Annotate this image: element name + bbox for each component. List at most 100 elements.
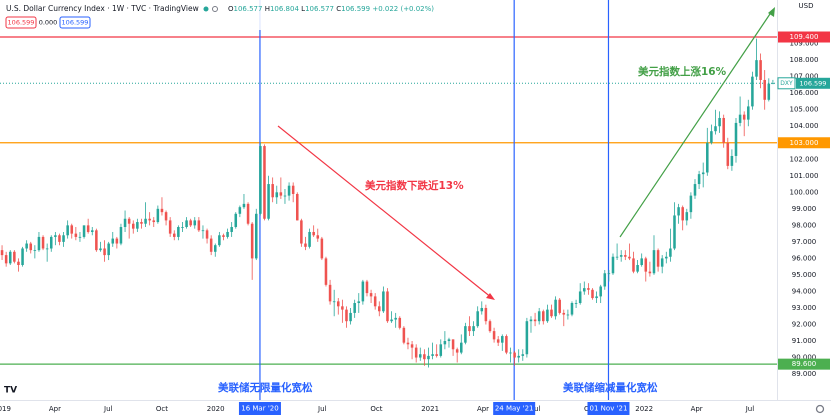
ohlc-value: 106.599 xyxy=(341,5,370,13)
candle-body xyxy=(78,236,82,238)
y-tick-label: 90.000 xyxy=(792,354,817,362)
candle-body xyxy=(45,248,49,250)
currency: USD xyxy=(799,2,814,10)
y-tick-label: 97.000 xyxy=(792,238,817,246)
candle-body xyxy=(115,238,119,244)
y-tick-label: 94.000 xyxy=(792,287,817,295)
candle-body xyxy=(99,248,102,251)
candle-body xyxy=(468,326,471,332)
candle-body xyxy=(722,117,725,143)
candle-body xyxy=(107,243,110,256)
candle-body xyxy=(320,238,324,259)
candle-body xyxy=(742,114,746,120)
candle-body xyxy=(324,258,328,285)
candle-body xyxy=(144,218,147,224)
marker-label: 24 May '21 xyxy=(495,405,534,413)
candle-body xyxy=(460,342,463,353)
candle-body xyxy=(435,354,438,356)
candle-body xyxy=(254,213,258,259)
candle-body xyxy=(447,339,451,342)
candle-body xyxy=(86,225,90,232)
candle-body xyxy=(230,227,233,232)
candle-body xyxy=(238,207,242,214)
candle-body xyxy=(509,352,512,354)
candle-body xyxy=(398,317,402,328)
candle-body xyxy=(70,225,74,234)
y-tick-label: 105.000 xyxy=(790,106,819,114)
candle-body xyxy=(533,319,537,322)
candle-body xyxy=(263,146,266,219)
candle-body xyxy=(550,309,553,317)
candle-body xyxy=(328,284,332,302)
candle-body xyxy=(25,243,28,249)
candle-body xyxy=(767,83,771,100)
ohlc-label: L xyxy=(301,5,305,13)
marker-tag xyxy=(238,402,281,415)
candle-body xyxy=(304,243,307,247)
candle-body xyxy=(414,347,418,358)
candle-body xyxy=(58,235,61,242)
candle-body xyxy=(177,227,180,237)
candle-body xyxy=(123,218,127,228)
y-tick-label: 101.000 xyxy=(790,172,819,180)
candle-body xyxy=(168,220,172,234)
y-tick-label: 104.000 xyxy=(790,122,819,130)
candle-body xyxy=(644,258,648,272)
candle-body xyxy=(148,218,151,221)
marker-tag xyxy=(587,402,630,415)
candle-body xyxy=(378,306,381,312)
marker-tag xyxy=(493,402,536,415)
candle-body xyxy=(410,344,414,348)
candle-body xyxy=(29,243,33,251)
candle-body xyxy=(49,236,53,249)
candle-body xyxy=(496,339,500,343)
annotation: 美元指数下跌近13% xyxy=(365,179,464,192)
candle-body xyxy=(300,220,303,244)
level-label: 89.600 xyxy=(792,360,817,368)
candle-body xyxy=(624,255,627,257)
level-tag xyxy=(778,137,830,149)
ask-box[interactable] xyxy=(59,16,91,29)
x-tick-label: 2022 xyxy=(635,405,653,413)
x-tick-label: 2021 xyxy=(421,405,439,413)
candle-body xyxy=(152,220,156,223)
candle-body xyxy=(501,336,504,343)
candle-body xyxy=(455,349,459,353)
bid-box[interactable] xyxy=(5,16,37,29)
y-tick-label: 89.000 xyxy=(792,370,817,378)
y-tick-label: 99.000 xyxy=(792,205,817,213)
candle-body xyxy=(287,185,291,196)
y-tick-label: 98.000 xyxy=(792,221,817,229)
level-tag xyxy=(778,358,830,370)
settings-icon[interactable] xyxy=(815,404,825,414)
candle-body xyxy=(640,258,643,266)
up-arrow xyxy=(619,10,773,238)
candle-body xyxy=(316,235,320,239)
candle-body xyxy=(706,142,709,173)
candles xyxy=(0,38,775,368)
candle-body xyxy=(537,311,541,322)
candle-body xyxy=(373,296,377,307)
candle-body xyxy=(603,273,607,287)
candle-body xyxy=(172,233,176,237)
y-tick-label: 107.000 xyxy=(790,73,819,81)
candle-body xyxy=(439,344,443,356)
candle-body xyxy=(648,271,652,274)
candle-body xyxy=(103,248,106,256)
up-arrowhead xyxy=(768,7,775,17)
candle-body xyxy=(390,319,393,322)
candle-body xyxy=(652,250,656,274)
candle-body xyxy=(726,142,730,166)
candle-body xyxy=(615,256,619,258)
candle-body xyxy=(521,354,525,356)
annotation: 美联储缩减量化宽松 xyxy=(563,381,658,394)
down-arrow xyxy=(277,125,493,299)
x-tick-label: Apr xyxy=(49,405,61,413)
candle-body xyxy=(275,192,279,198)
candle-body xyxy=(181,227,184,228)
candle-body xyxy=(583,288,586,292)
candle-body xyxy=(595,296,598,299)
x-tick-label: Apr xyxy=(477,405,489,413)
candle-body xyxy=(164,212,168,221)
candle-body xyxy=(197,220,201,231)
